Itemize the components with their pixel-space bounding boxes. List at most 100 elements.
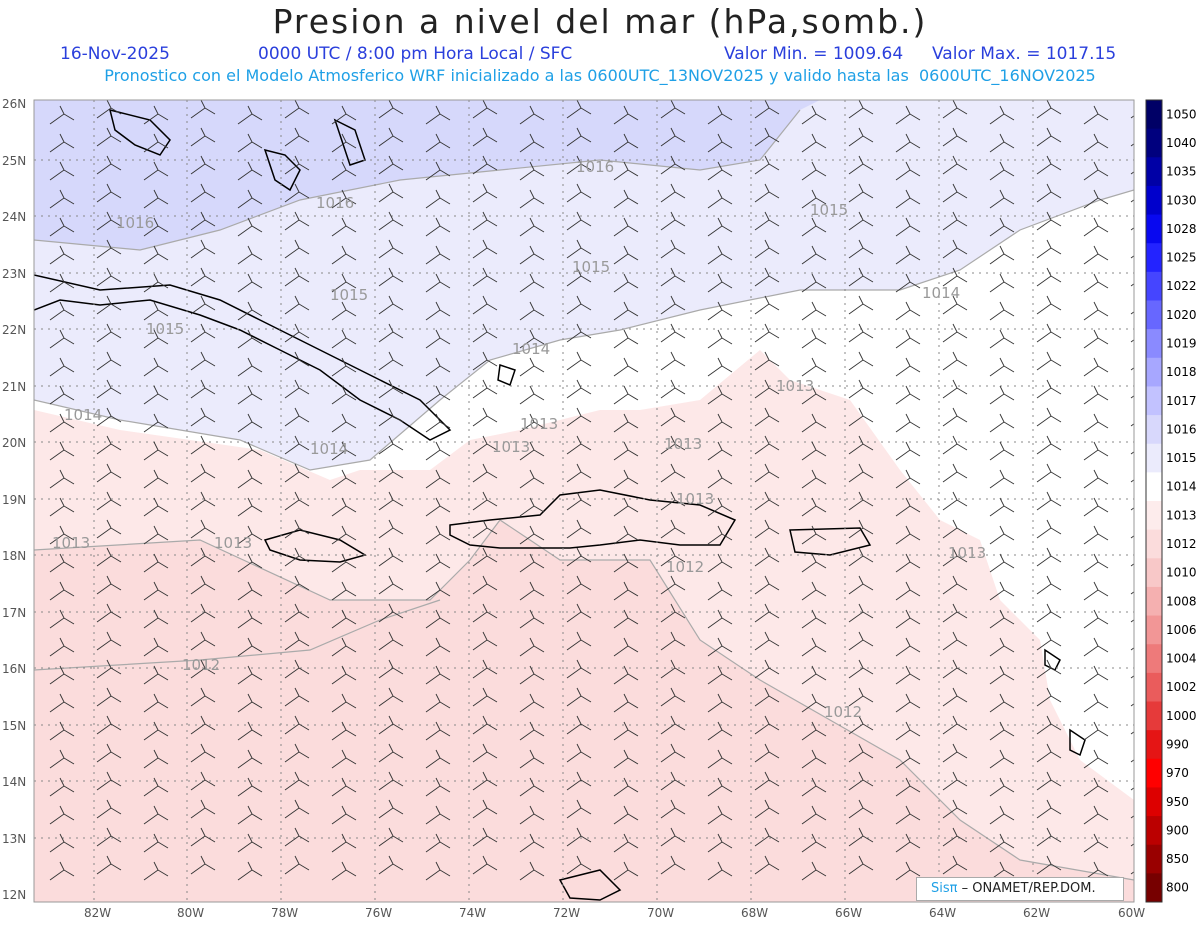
isobar-label: 1016 [576,158,614,176]
isobar-label: 1014 [64,406,102,424]
wind-barb [848,603,874,623]
colorbar-level-label: 1014 [1166,480,1197,494]
wind-barb [519,245,545,265]
colorbar-swatch [1146,758,1162,788]
wind-barb [237,357,263,377]
wind-barb [566,799,592,819]
wind-barb [378,491,404,511]
wind-barb [519,525,545,545]
wind-barb [237,833,263,853]
isobar-label: 1014 [310,440,348,458]
wind-barb [472,211,498,231]
wind-barb [566,771,592,791]
wind-barb [472,547,498,567]
wind-barb [754,855,780,875]
wind-barb [425,441,451,461]
wind-barb [660,211,686,231]
wind-barb [1036,743,1062,763]
wind-barb [613,189,639,209]
wind-barb [1083,609,1109,629]
wind-barb [472,127,498,147]
wind-barb [566,519,592,539]
wind-barb [237,161,263,181]
wind-barb [848,715,874,735]
wind-barb [237,273,263,293]
wind-barb [1083,189,1109,209]
wind-barb [754,799,780,819]
colorbar-level-label: 970 [1166,766,1189,780]
wind-barb [1083,161,1109,181]
wind-barb [660,379,686,399]
wind-barb [566,547,592,567]
wind-barb [801,665,827,685]
wind-barb [942,323,968,343]
wind-barb [754,295,780,315]
colorbar-level-label: 800 [1166,881,1189,895]
wind-barb [848,211,874,231]
wind-barb [378,239,404,259]
wind-barb [942,491,968,511]
wind-barb [331,245,357,265]
wind-barb [237,441,263,461]
wind-barb [989,497,1015,517]
wind-barb [49,665,75,685]
wind-barb [1036,827,1062,847]
lon-label: 68W [741,906,768,920]
isobar-labels: 1016 1016 1016 1015 1015 1015 1015 1014 … [52,158,986,721]
wind-barb [707,161,733,181]
wind-barb [331,609,357,629]
wind-barb [1036,239,1062,259]
wind-barb [96,100,122,119]
wind-barb [96,659,122,679]
wind-barb [143,777,169,797]
wind-barb [566,603,592,623]
wind-barb [1036,351,1062,371]
wind-barb [49,553,75,573]
wind-barb [566,211,592,231]
wind-barb [190,715,216,735]
wind-barb [284,267,310,287]
colorbar-swatch [1146,271,1162,301]
wind-barb [848,435,874,455]
wind-barb [378,295,404,315]
wind-barb [989,301,1015,321]
wind-barb [566,743,592,763]
wind-barb [801,273,827,293]
wind-barb [660,155,686,175]
wind-barb [566,855,592,875]
wind-barb [378,799,404,819]
wind-barb [989,217,1015,237]
wind-barb [519,861,545,881]
isobar-label: 1014 [512,340,550,358]
wind-barb [989,273,1015,293]
colorbar-swatch [1146,529,1162,559]
wind-barb [237,525,263,545]
wind-barb [331,553,357,573]
wind-barb [284,687,310,707]
wind-barb [566,407,592,427]
wind-barb [519,105,545,125]
wind-barb [96,407,122,427]
wind-barb [472,855,498,875]
wind-barb [613,805,639,825]
wind-barb [660,799,686,819]
lon-label: 80W [177,906,204,920]
wind-barb [49,777,75,797]
lat-label: 17N [2,606,26,620]
wind-barb [660,575,686,595]
lat-label: 23N [2,267,26,281]
colorbar-level-label: 1008 [1166,594,1197,608]
wind-barb [96,379,122,399]
wind-barb [1036,631,1062,651]
wind-barb [895,805,921,825]
colorbar-level-label: 1028 [1166,222,1197,236]
wind-barb [425,497,451,517]
wind-barb [190,267,216,287]
wind-barb [284,715,310,735]
wind-barb [190,575,216,595]
colorbar-frame [1145,99,1163,903]
wind-barb [848,351,874,371]
credit-org: – ONAMET/REP.DOM. [961,881,1096,896]
wind-barb [942,351,968,371]
wind-barb [801,861,827,881]
